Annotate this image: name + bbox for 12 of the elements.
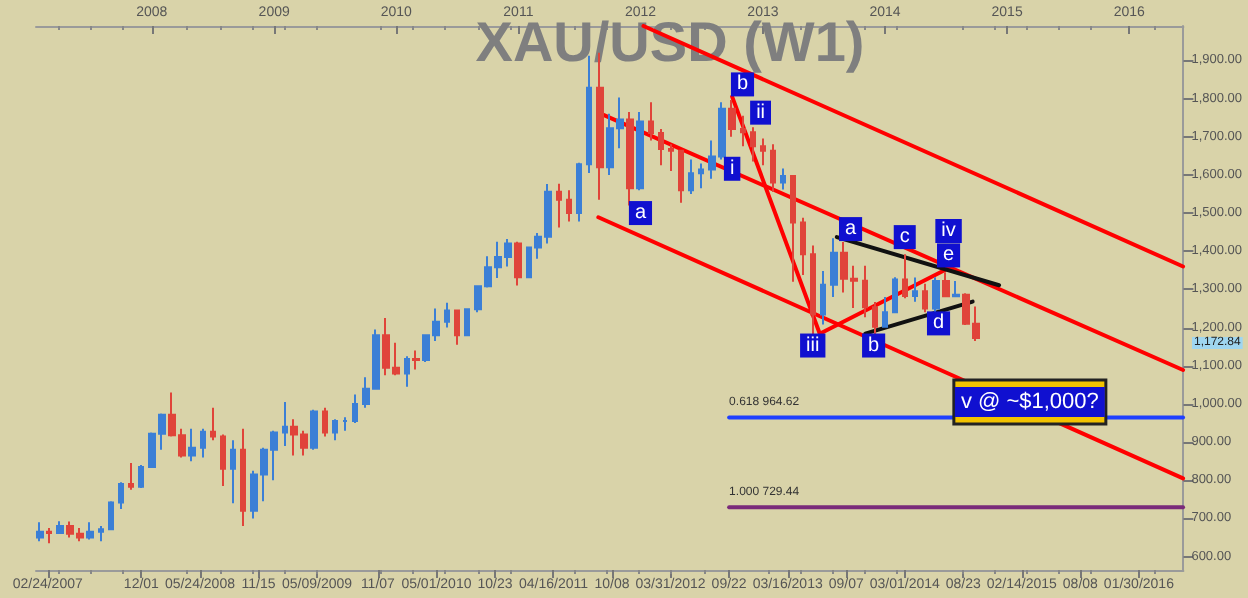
annotation: b xyxy=(736,73,749,96)
annotation: b xyxy=(868,334,881,357)
annotation: a xyxy=(844,218,857,241)
annotation: ii xyxy=(756,101,766,124)
annotation: d xyxy=(932,312,945,335)
annotation: e xyxy=(943,244,955,267)
annotation: v @ ~$1,000? xyxy=(960,390,1099,415)
annotation: iv xyxy=(941,220,956,242)
annotation: i xyxy=(729,157,735,180)
annotation: a xyxy=(634,202,647,225)
annotation: iii xyxy=(806,334,820,357)
annotation: c xyxy=(899,226,910,249)
